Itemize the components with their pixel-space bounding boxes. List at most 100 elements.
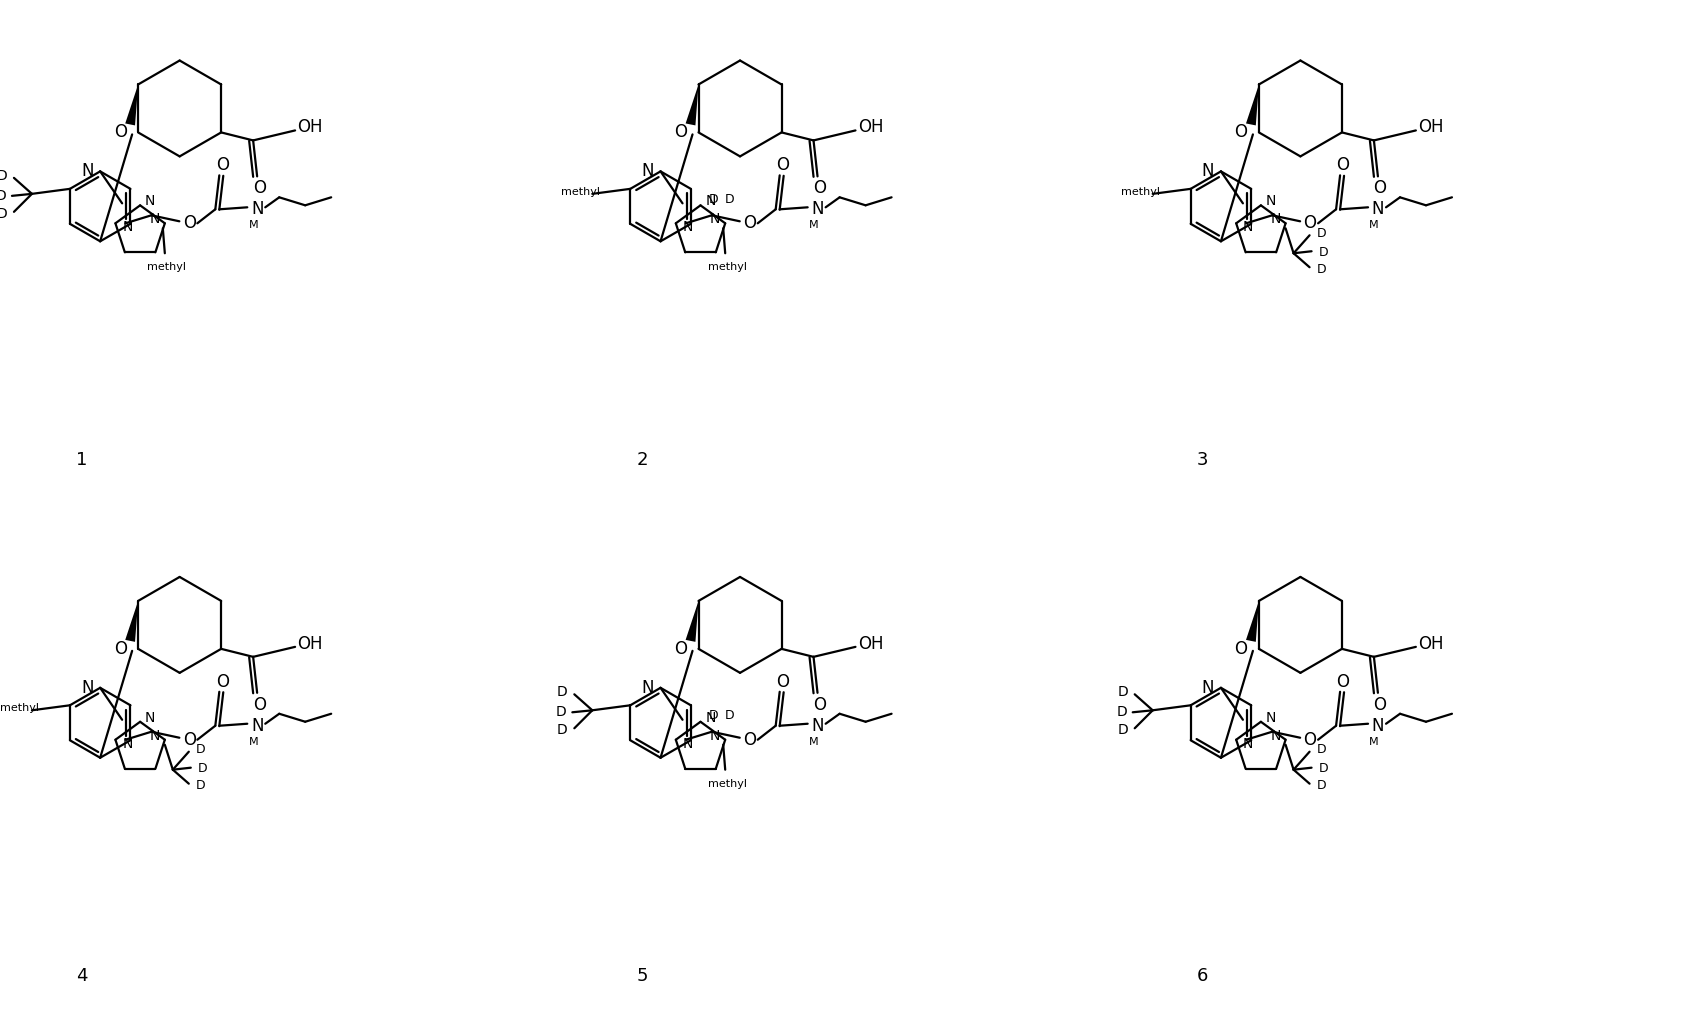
Text: methyl: methyl: [708, 262, 747, 272]
Text: O: O: [743, 731, 755, 748]
Text: M: M: [809, 220, 817, 230]
Text: O: O: [812, 179, 826, 198]
Text: D: D: [0, 169, 7, 183]
Text: O: O: [1336, 673, 1349, 690]
Text: D: D: [198, 762, 207, 775]
Text: N: N: [1270, 212, 1280, 227]
Text: OH: OH: [1418, 634, 1443, 653]
Text: D: D: [195, 743, 205, 757]
Text: N: N: [811, 201, 824, 218]
Text: N: N: [251, 716, 264, 735]
Text: O: O: [1373, 179, 1386, 198]
Text: N: N: [1201, 679, 1213, 697]
Text: 5: 5: [636, 968, 648, 985]
Text: O: O: [215, 673, 229, 690]
Text: N: N: [1243, 737, 1253, 750]
Text: OH: OH: [858, 118, 883, 137]
Text: O: O: [743, 214, 755, 232]
Text: M: M: [249, 737, 257, 746]
Text: N: N: [1265, 711, 1275, 724]
Text: D: D: [1315, 743, 1325, 757]
Text: methyl: methyl: [1120, 187, 1159, 197]
Polygon shape: [1245, 85, 1258, 125]
Text: N: N: [251, 201, 264, 218]
Text: N: N: [1243, 220, 1253, 234]
Text: D: D: [1117, 723, 1127, 737]
Text: methyl: methyl: [560, 187, 599, 197]
Text: O: O: [183, 731, 195, 748]
Text: O: O: [252, 179, 266, 198]
Text: N: N: [683, 220, 693, 234]
Polygon shape: [124, 85, 138, 125]
Text: O: O: [1304, 214, 1315, 232]
Text: N: N: [145, 711, 155, 724]
Text: N: N: [150, 212, 160, 227]
Text: N: N: [705, 195, 715, 208]
Text: OH: OH: [298, 118, 323, 137]
Text: 6: 6: [1196, 968, 1208, 985]
Text: D: D: [0, 207, 7, 220]
Text: D: D: [1315, 263, 1325, 275]
Text: D: D: [708, 709, 718, 722]
Text: N: N: [145, 195, 155, 208]
Polygon shape: [685, 601, 698, 642]
Text: D: D: [725, 193, 733, 206]
Text: D: D: [0, 188, 7, 203]
Text: N: N: [1371, 201, 1384, 218]
Text: O: O: [114, 640, 126, 658]
Text: O: O: [673, 640, 686, 658]
Text: D: D: [1117, 685, 1127, 700]
Text: D: D: [1315, 779, 1325, 792]
Text: D: D: [708, 193, 718, 206]
Text: OH: OH: [298, 634, 323, 653]
Text: O: O: [1336, 156, 1349, 174]
Text: M: M: [1369, 737, 1378, 746]
Text: N: N: [710, 212, 720, 227]
Text: O: O: [215, 156, 229, 174]
Text: N: N: [123, 737, 133, 750]
Text: D: D: [195, 779, 205, 792]
Text: methyl: methyl: [708, 778, 747, 789]
Text: N: N: [150, 729, 160, 743]
Text: N: N: [641, 162, 653, 180]
Text: 2: 2: [636, 451, 648, 469]
Text: D: D: [1315, 227, 1325, 240]
Text: D: D: [555, 705, 567, 719]
Text: O: O: [1233, 640, 1246, 658]
Text: O: O: [1304, 731, 1315, 748]
Text: N: N: [123, 220, 133, 234]
Text: N: N: [1270, 729, 1280, 743]
Text: N: N: [81, 162, 94, 180]
Text: O: O: [775, 673, 789, 690]
Text: 3: 3: [1196, 451, 1208, 469]
Polygon shape: [685, 85, 698, 125]
Text: O: O: [1233, 123, 1246, 142]
Text: N: N: [1371, 716, 1384, 735]
Text: D: D: [1319, 245, 1327, 259]
Text: 4: 4: [76, 968, 87, 985]
Text: D: D: [1319, 762, 1327, 775]
Polygon shape: [1245, 601, 1258, 642]
Text: M: M: [249, 220, 257, 230]
Text: OH: OH: [1418, 118, 1443, 137]
Text: N: N: [641, 679, 653, 697]
Text: N: N: [81, 679, 94, 697]
Text: D: D: [557, 723, 567, 737]
Text: O: O: [812, 696, 826, 714]
Text: methyl: methyl: [148, 262, 187, 272]
Text: N: N: [1265, 195, 1275, 208]
Text: D: D: [557, 685, 567, 700]
Text: O: O: [114, 123, 126, 142]
Polygon shape: [124, 601, 138, 642]
Text: M: M: [809, 737, 817, 746]
Text: N: N: [1201, 162, 1213, 180]
Text: methyl: methyl: [0, 704, 39, 713]
Text: OH: OH: [858, 634, 883, 653]
Text: O: O: [775, 156, 789, 174]
Text: N: N: [705, 711, 715, 724]
Text: O: O: [252, 696, 266, 714]
Text: N: N: [710, 729, 720, 743]
Text: D: D: [725, 709, 733, 722]
Text: M: M: [1369, 220, 1378, 230]
Text: O: O: [183, 214, 195, 232]
